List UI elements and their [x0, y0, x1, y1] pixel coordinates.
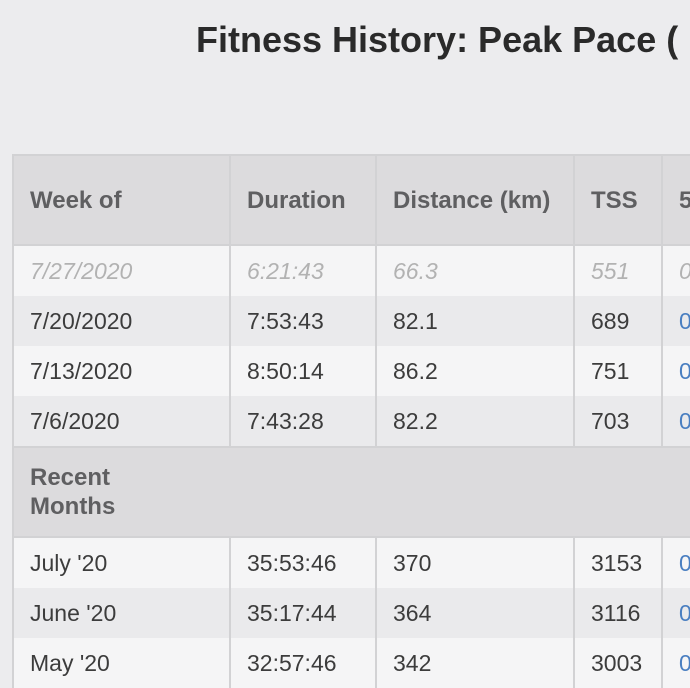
peak-link-cell[interactable]: 0: [662, 296, 690, 346]
table-row: May '20 32:57:46 342 3003 0: [14, 638, 690, 688]
peak-link-cell[interactable]: 0: [662, 537, 690, 588]
duration-cell: 7:53:43: [230, 296, 377, 346]
duration-cell: 7:43:28: [230, 396, 377, 448]
page-title: Fitness History: Peak Pace (: [196, 19, 679, 60]
duration-cell: 35:17:44: [230, 588, 377, 638]
column-header-5[interactable]: 5: [662, 156, 690, 246]
column-header-tss[interactable]: TSS: [574, 156, 663, 246]
table-row: 7/20/2020 7:53:43 82.1 689 0: [14, 296, 690, 346]
distance-cell: 66.3: [376, 245, 575, 296]
peak-link-cell[interactable]: 0: [662, 638, 690, 688]
column-header-duration[interactable]: Duration: [230, 156, 377, 246]
fitness-history-table: Week of Duration Distance (km) TSS 5 7/2…: [12, 154, 690, 688]
column-header-week-of[interactable]: Week of: [14, 156, 231, 246]
peak-link-cell[interactable]: 0: [662, 245, 690, 296]
week-of-cell: 7/6/2020: [14, 396, 231, 448]
duration-cell: 32:57:46: [230, 638, 377, 688]
week-of-cell: 7/20/2020: [14, 296, 231, 346]
section-label: Recent Months: [14, 447, 690, 538]
table-row: July '20 35:53:46 370 3153 0: [14, 537, 690, 588]
tss-cell: 703: [574, 396, 663, 448]
section-header-recent-months: Recent Months: [14, 447, 690, 538]
peak-link-cell[interactable]: 0: [662, 346, 690, 396]
tss-cell: 689: [574, 296, 663, 346]
distance-cell: 370: [376, 537, 575, 588]
table-header-row: Week of Duration Distance (km) TSS 5: [14, 156, 690, 246]
distance-cell: 342: [376, 638, 575, 688]
table-row: June '20 35:17:44 364 3116 0: [14, 588, 690, 638]
distance-cell: 82.2: [376, 396, 575, 448]
table-row: 7/6/2020 7:43:28 82.2 703 0: [14, 396, 690, 448]
section-label-text: Recent Months: [30, 464, 116, 520]
month-cell: May '20: [14, 638, 231, 688]
duration-cell: 6:21:43: [230, 245, 377, 296]
distance-cell: 364: [376, 588, 575, 638]
distance-cell: 82.1: [376, 296, 575, 346]
tss-cell: 3003: [574, 638, 663, 688]
tss-cell: 3116: [574, 588, 663, 638]
month-cell: July '20: [14, 537, 231, 588]
month-cell: June '20: [14, 588, 231, 638]
duration-cell: 35:53:46: [230, 537, 377, 588]
peak-link-cell[interactable]: 0: [662, 396, 690, 448]
tss-cell: 3153: [574, 537, 663, 588]
duration-cell: 8:50:14: [230, 346, 377, 396]
tss-cell: 551: [574, 245, 663, 296]
column-header-distance[interactable]: Distance (km): [376, 156, 575, 246]
week-of-cell: 7/27/2020: [14, 245, 231, 296]
peak-link-cell[interactable]: 0: [662, 588, 690, 638]
table-row: 7/13/2020 8:50:14 86.2 751 0: [14, 346, 690, 396]
week-of-cell: 7/13/2020: [14, 346, 231, 396]
tss-cell: 751: [574, 346, 663, 396]
table-row: 7/27/2020 6:21:43 66.3 551 0: [14, 245, 690, 296]
distance-cell: 86.2: [376, 346, 575, 396]
